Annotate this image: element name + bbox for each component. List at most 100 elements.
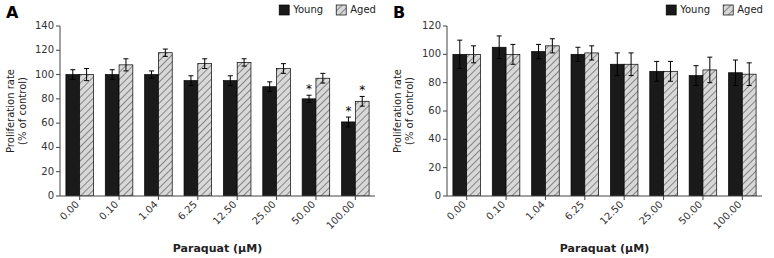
y-tick-label: 40 [428, 133, 441, 144]
panel: A0204060801001201400.000.101.046.2512.50… [5, 3, 376, 255]
error-cap [497, 35, 502, 36]
legend-swatch [336, 5, 346, 15]
error-cap [202, 68, 207, 69]
error-line [244, 59, 245, 66]
y-axis [60, 26, 61, 196]
annotation: * [345, 104, 351, 118]
error-bar [457, 40, 462, 68]
error-cap [550, 52, 555, 53]
y-tick-label: 100 [35, 69, 54, 80]
bar [184, 81, 198, 196]
x-tick [158, 196, 159, 200]
error-cap [733, 85, 738, 86]
y-tick-label: 60 [41, 117, 54, 128]
y-tick-label: 140 [35, 20, 54, 31]
error-bar [267, 82, 272, 92]
error-cap [589, 45, 594, 46]
error-cap [360, 106, 365, 107]
x-tick-label: 1.04 [523, 199, 547, 223]
x-tick [624, 196, 625, 200]
error-cap [575, 47, 580, 48]
y-tick [443, 111, 447, 112]
error-cap [629, 52, 634, 53]
bar [342, 122, 356, 196]
y-tick [56, 171, 60, 172]
bar [467, 54, 481, 196]
x-tick-label: 12.50 [211, 199, 239, 227]
error-cap [242, 66, 247, 67]
error-line [165, 49, 166, 56]
error-line [459, 40, 460, 68]
y-tick-label: 80 [428, 77, 441, 88]
bar [650, 71, 664, 196]
x-tick [466, 196, 467, 200]
y-tick [56, 196, 60, 197]
error-line [322, 73, 323, 83]
error-line [230, 76, 231, 86]
error-bar [668, 61, 673, 81]
y-tick [443, 139, 447, 140]
panel: B0204060801001200.000.101.046.2512.5025.… [392, 3, 763, 255]
error-cap [84, 68, 89, 69]
x-tick [742, 196, 743, 200]
bar [545, 46, 559, 196]
x-tick [197, 196, 198, 200]
error-line [269, 82, 270, 92]
x-tick-label: 0.10 [484, 199, 508, 223]
error-cap [188, 85, 193, 86]
x-tick [584, 196, 585, 200]
bar [158, 53, 172, 196]
x-tick-label: 0.10 [97, 199, 121, 223]
error-bar [575, 47, 580, 61]
bar [703, 70, 717, 196]
y-tick [443, 196, 447, 197]
error-bar [550, 39, 555, 53]
error-line [283, 64, 284, 74]
y-tick-label: 120 [422, 20, 441, 31]
y-axis-label: Proliferation rate(% of control) [392, 69, 415, 153]
error-cap [615, 75, 620, 76]
error-cap [575, 61, 580, 62]
error-cap [457, 68, 462, 69]
error-cap [668, 81, 673, 82]
error-line [591, 46, 592, 60]
error-line [309, 95, 310, 102]
marks [453, 36, 756, 196]
bar [66, 75, 80, 196]
annotation: * [359, 83, 365, 97]
error-cap [149, 78, 154, 79]
error-cap [163, 49, 168, 50]
error-line [617, 53, 618, 76]
y-tick [56, 26, 60, 27]
error-cap [281, 63, 286, 64]
y-tick [56, 123, 60, 124]
bar [198, 64, 212, 196]
error-bar [694, 66, 699, 86]
error-line [151, 71, 152, 78]
error-bar [163, 49, 168, 56]
error-cap [707, 82, 712, 83]
legend: AgedYoung [666, 4, 763, 15]
error-cap [307, 102, 312, 103]
error-cap [536, 58, 541, 59]
bar [80, 75, 94, 196]
error-cap [733, 60, 738, 61]
y-tick [443, 26, 447, 27]
bar [571, 54, 585, 196]
bar [664, 71, 678, 196]
legend-swatch [723, 5, 733, 15]
legend-swatch [279, 5, 289, 15]
error-bar [84, 69, 89, 81]
x-tick-label: 50.00 [289, 199, 317, 227]
error-cap [497, 58, 502, 59]
error-cap [615, 52, 620, 53]
error-line [473, 46, 474, 63]
x-tick [663, 196, 664, 200]
error-cap [70, 69, 75, 70]
marks [66, 49, 369, 196]
error-cap [707, 57, 712, 58]
error-cap [457, 40, 462, 41]
error-line [112, 70, 113, 80]
bar [742, 74, 756, 196]
bar [263, 87, 277, 196]
